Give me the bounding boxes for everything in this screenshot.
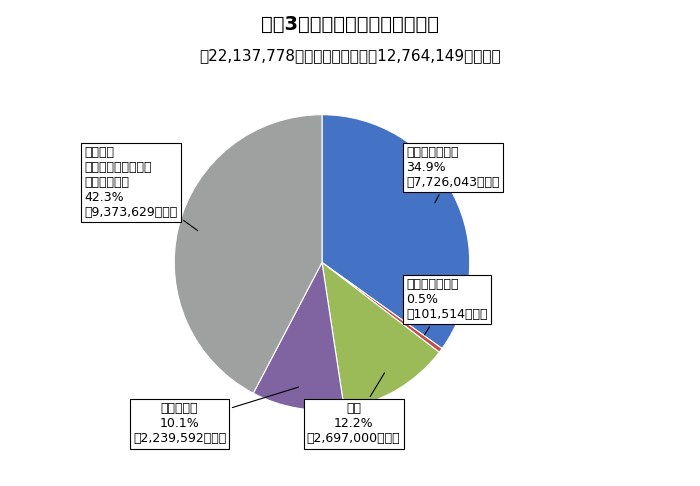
Text: 一般財源
（市税など清掃事業
以外の歳入）
42.3%
（9,373,629千円）: 一般財源 （市税など清掃事業 以外の歳入） 42.3% （9,373,629千円… [85, 146, 198, 231]
Text: 清掃事業手数料
34.9%
（7,726,043千円）: 清掃事業手数料 34.9% （7,726,043千円） [407, 146, 500, 203]
Wedge shape [322, 262, 442, 352]
Text: （22,137,778千円（うち特定財源12,764,149千円））: （22,137,778千円（うち特定財源12,764,149千円）） [199, 49, 500, 64]
Text: 市債
12.2%
（2,697,000千円）: 市債 12.2% （2,697,000千円） [307, 373, 400, 445]
Wedge shape [322, 115, 470, 348]
Text: その他収入
10.1%
（2,239,592千円）: その他収入 10.1% （2,239,592千円） [133, 387, 298, 445]
Text: 国庫・道支出金
0.5%
（101,514千円）: 国庫・道支出金 0.5% （101,514千円） [407, 278, 488, 335]
Wedge shape [174, 115, 322, 393]
Text: 令和3年度　清掃事業　歳入予算: 令和3年度 清掃事業 歳入予算 [261, 15, 439, 34]
Wedge shape [322, 262, 440, 409]
Wedge shape [253, 262, 344, 410]
